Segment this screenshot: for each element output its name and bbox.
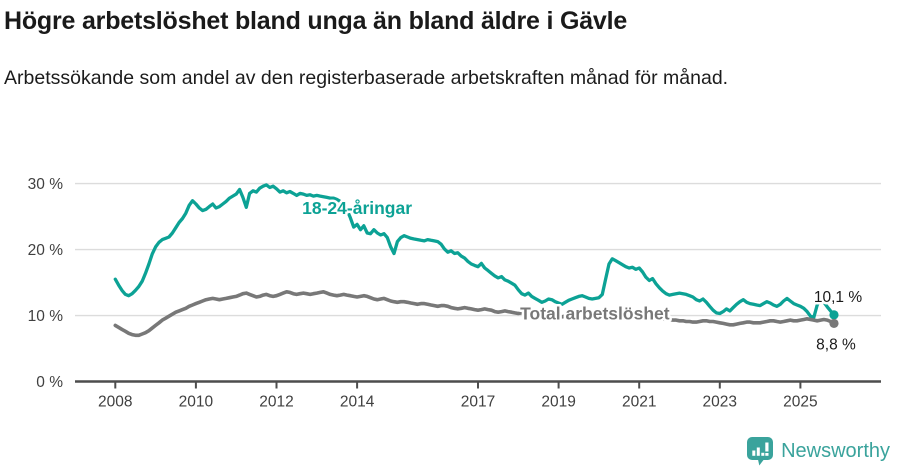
series-label-total: Total arbetslöshet <box>520 303 670 323</box>
page-title: Högre arbetslöshet bland unga än bland ä… <box>4 7 628 35</box>
x-axis-tick-label: 2017 <box>461 394 495 411</box>
series-label-youth: 18-24-åringar <box>302 198 412 218</box>
x-axis-tick-label: 2012 <box>259 394 293 411</box>
series-line-youth <box>113 183 836 320</box>
x-axis-tick-label: 2023 <box>703 394 737 411</box>
series-end-value: 10,1 % <box>814 289 862 306</box>
y-axis-tick-label: 30 % <box>28 176 64 193</box>
y-axis-tick-label: 0 % <box>36 374 63 391</box>
series-end-dot <box>829 318 839 329</box>
y-axis-tick-label: 20 % <box>28 242 64 259</box>
series-end-value: 8,8 % <box>816 336 856 353</box>
y-axis-tick-label: 10 % <box>28 308 64 325</box>
x-axis-tick-label: 2025 <box>783 394 817 411</box>
x-axis-tick-label: 2019 <box>541 394 575 411</box>
series-line-total <box>113 289 836 338</box>
brand-name: Newsworthy <box>781 439 890 462</box>
series-end-dot <box>829 310 839 320</box>
chart-subtitle: Arbetssökande som andel av den registerb… <box>4 67 729 89</box>
newsworthy-logo-icon <box>746 436 774 466</box>
x-axis-tick-label: 2014 <box>340 394 375 411</box>
x-axis-tick-label: 2010 <box>179 394 214 411</box>
x-axis-tick-label: 2021 <box>622 394 656 411</box>
brand-footer: Newsworthy <box>746 436 890 466</box>
x-axis-tick-label: 2008 <box>98 394 132 411</box>
